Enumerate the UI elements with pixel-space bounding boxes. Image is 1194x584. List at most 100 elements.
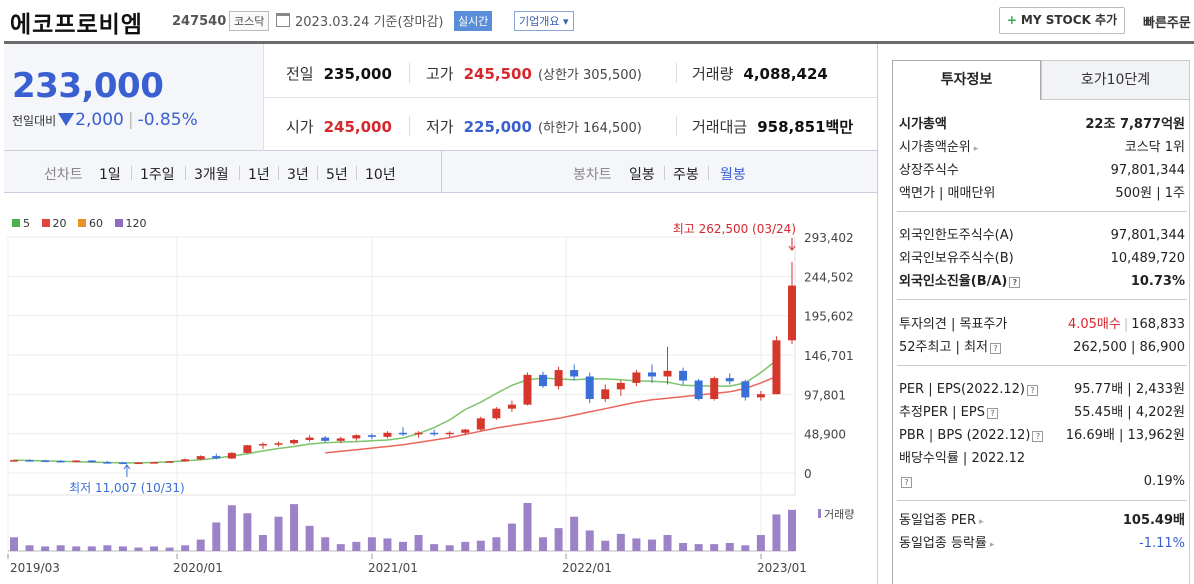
divider bbox=[278, 166, 279, 180]
divider: | bbox=[1123, 317, 1129, 332]
change-label: 전일대비 bbox=[12, 114, 57, 128]
prev-close-label: 전일 bbox=[286, 65, 314, 83]
tab-1y[interactable]: 1년 bbox=[248, 167, 270, 183]
volume-bar bbox=[399, 541, 407, 551]
candle-body bbox=[56, 460, 65, 463]
market-cap-rank-row[interactable]: 시가총액순위 ▸ 코스닥 1위 bbox=[899, 137, 1185, 159]
my-stock-label: MY STOCK 추가 bbox=[1020, 13, 1118, 27]
realtime-button[interactable]: 실시간 bbox=[454, 11, 493, 31]
candle-body bbox=[87, 460, 96, 463]
line-chart-label: 선차트 bbox=[44, 167, 83, 183]
info-key: ? bbox=[899, 471, 912, 493]
market-badge: 코스닥 bbox=[229, 11, 270, 31]
candle-body bbox=[72, 460, 81, 463]
tab-daily[interactable]: 일봉 bbox=[629, 167, 655, 183]
volume-bar bbox=[554, 528, 563, 551]
volume: 거래량 4,088,424 bbox=[692, 63, 828, 84]
candlestick-svg: 293,402 244,502 195,602 146,701 97,801 48,900… bbox=[7, 222, 854, 575]
tab-monthly[interactable]: 월봉 bbox=[720, 167, 746, 183]
volume-bar bbox=[336, 544, 345, 551]
candle-body bbox=[585, 376, 594, 399]
info-value: 0.19% bbox=[1143, 474, 1185, 489]
dividend-row: 배당수익률 | 2022.12 bbox=[899, 448, 1185, 470]
legend-ma20: 20 bbox=[41, 217, 67, 230]
info-key-text: 동일업종 PER bbox=[899, 513, 977, 528]
info-key-text: 시가총액순위 bbox=[899, 140, 971, 155]
sector-per-row[interactable]: 동일업종 PER ▸ 105.49배 bbox=[899, 510, 1185, 532]
company-name: 에코프로비엠 bbox=[10, 12, 143, 38]
help-icon[interactable]: ? bbox=[986, 408, 998, 419]
help-icon[interactable]: ? bbox=[901, 477, 912, 488]
volume-legend-swatch bbox=[818, 509, 821, 518]
quick-order-link[interactable]: 빠른주문 bbox=[1143, 16, 1191, 31]
candle-body bbox=[274, 443, 283, 445]
chart-period-tabs: 선차트 1일 1주일 3개월 1년 3년 5년 10년 봉차트 일봉 주봉 월봉 bbox=[4, 151, 877, 193]
x-tick-label: 2019/03 bbox=[10, 561, 60, 575]
candle-body bbox=[227, 452, 236, 459]
my-stock-add-button[interactable]: + MY STOCK 추가 bbox=[999, 7, 1125, 34]
help-icon[interactable]: ? bbox=[990, 343, 1001, 354]
volume-bar bbox=[585, 530, 594, 551]
candle-body bbox=[352, 435, 361, 439]
max-price-label: 최고 262,500 (03/24) bbox=[673, 222, 796, 236]
company-info-dropdown[interactable]: 기업개요 ▾ bbox=[514, 11, 574, 31]
candle-body bbox=[103, 462, 112, 464]
foreign-holding-row: 외국인보유주식수(B) 10,489,720 bbox=[899, 248, 1185, 270]
divider bbox=[897, 211, 1187, 212]
candle-body bbox=[181, 459, 190, 462]
info-value: 105.49배 bbox=[1122, 513, 1185, 528]
tab-5y[interactable]: 5년 bbox=[326, 167, 348, 183]
help-icon[interactable]: ? bbox=[1032, 431, 1044, 442]
volume-bar bbox=[10, 537, 18, 551]
tab-weekly[interactable]: 주봉 bbox=[673, 167, 699, 183]
candle-body bbox=[632, 372, 641, 383]
info-key: 동일업종 PER ▸ bbox=[899, 510, 984, 533]
tab-1w[interactable]: 1주일 bbox=[140, 167, 175, 183]
divider bbox=[897, 500, 1187, 501]
volume-bar bbox=[694, 544, 703, 551]
volume-bar bbox=[165, 547, 174, 551]
info-key: 외국인보유주식수(B) bbox=[899, 251, 1014, 266]
info-key-text: 동일업종 등락률 bbox=[899, 536, 987, 551]
open-value: 245,000 bbox=[323, 118, 392, 136]
volume-bar bbox=[679, 543, 688, 551]
tab-orderbook[interactable]: 호가10단계 bbox=[1041, 60, 1190, 100]
volume-bar bbox=[258, 535, 267, 551]
candle-body bbox=[196, 456, 205, 460]
ma5-line bbox=[13, 359, 777, 464]
help-icon[interactable]: ? bbox=[1009, 277, 1021, 288]
volume-bar bbox=[756, 535, 765, 551]
volume-label: 거래량 bbox=[692, 65, 734, 83]
tab-3y[interactable]: 3년 bbox=[287, 167, 309, 183]
prev-close: 전일 235,000 bbox=[286, 63, 392, 84]
volume-bar bbox=[601, 540, 610, 551]
candle-chart-label: 봉차트 bbox=[573, 167, 612, 183]
tab-investment-info[interactable]: 투자정보 bbox=[892, 60, 1041, 100]
tab-1d[interactable]: 1일 bbox=[99, 167, 121, 183]
candle-body bbox=[258, 444, 267, 446]
chevron-down-icon: ▾ bbox=[562, 15, 569, 28]
help-icon[interactable]: ? bbox=[1026, 385, 1038, 396]
tab-10y[interactable]: 10년 bbox=[365, 167, 396, 183]
volume-bar bbox=[507, 523, 516, 551]
candle-body bbox=[772, 340, 781, 395]
volume-bar bbox=[181, 545, 190, 551]
divider bbox=[897, 299, 1187, 300]
high-label: 고가 bbox=[426, 65, 454, 83]
tab-3m[interactable]: 3개월 bbox=[194, 167, 229, 183]
plus-icon: + bbox=[1006, 13, 1017, 27]
candle-body bbox=[741, 381, 750, 398]
candle-body bbox=[165, 461, 174, 463]
candle-body bbox=[647, 372, 656, 377]
volume-bar bbox=[150, 546, 159, 551]
candle-body bbox=[305, 437, 314, 441]
candle-body bbox=[41, 460, 50, 463]
volume-bar bbox=[632, 538, 641, 551]
candle-body bbox=[10, 460, 18, 462]
x-tick-label: 2022/01 bbox=[562, 561, 612, 575]
per-eps-row: PER | EPS(2022.12)? 95.77배 | 2,433원 bbox=[899, 379, 1185, 401]
volume-bar bbox=[430, 544, 439, 551]
plot-frame bbox=[7, 236, 796, 496]
sector-change-row[interactable]: 동일업종 등락률 ▸ -1.11% bbox=[899, 533, 1185, 555]
base-date: 2023.03.24 기준(장마감) bbox=[295, 15, 444, 30]
